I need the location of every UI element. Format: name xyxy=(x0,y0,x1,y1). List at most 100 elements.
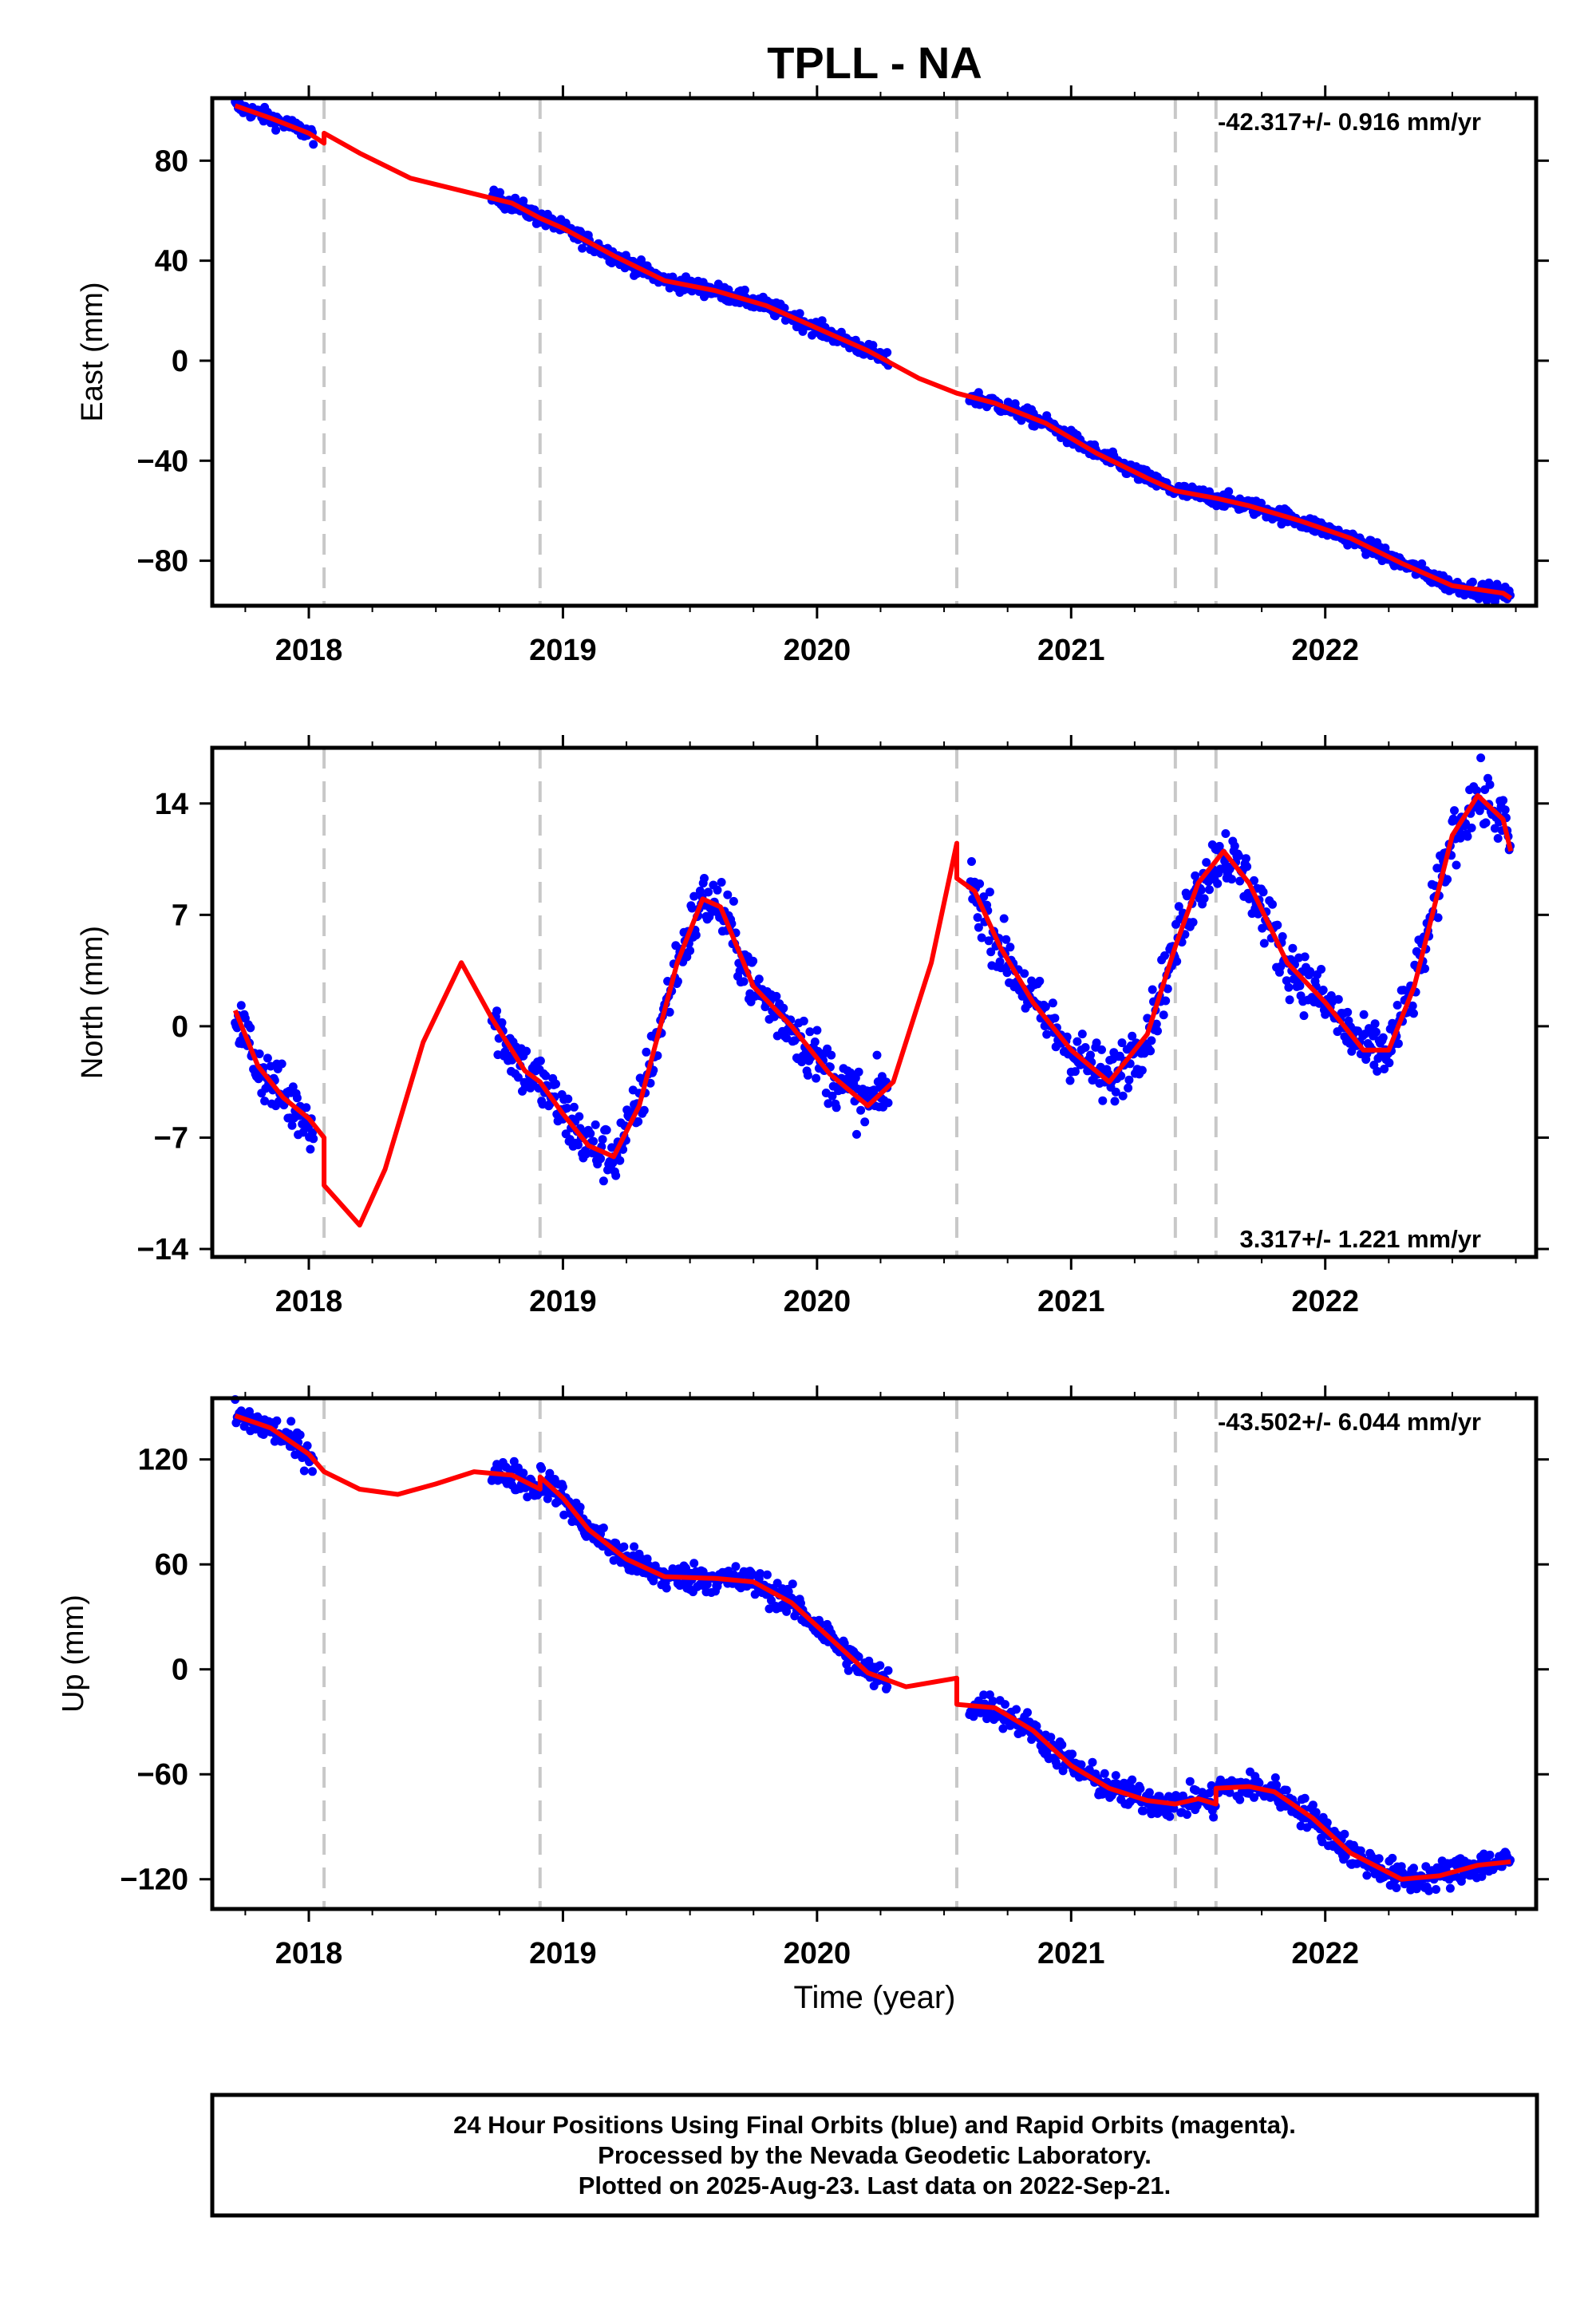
up-rate-label: -43.502+/- 6.044 mm/yr xyxy=(1218,1408,1481,1436)
north-data-point-653 xyxy=(1152,1019,1161,1029)
up-data-point-127 xyxy=(537,1464,547,1473)
north-data-point-437 xyxy=(852,1129,861,1139)
up-data-point-71 xyxy=(302,1441,312,1450)
north-data-point-583 xyxy=(1080,1043,1090,1052)
up-data-point-109 xyxy=(519,1468,528,1478)
north-data-point-56 xyxy=(287,1120,297,1130)
north-data-point-316 xyxy=(729,896,738,906)
north-data-point-88 xyxy=(497,1018,507,1027)
north-data-point-185 xyxy=(596,1154,606,1164)
north-data-point-662 xyxy=(1161,996,1171,1006)
north-data-point-551 xyxy=(1048,998,1057,1008)
north-data-point-758 xyxy=(1258,887,1268,897)
up-data-point-148 xyxy=(558,1482,567,1492)
up-data-point-781 xyxy=(1282,1785,1291,1795)
north-data-point-783 xyxy=(1284,982,1294,992)
east-data-point-86 xyxy=(496,188,504,197)
up-data-point-368 xyxy=(782,1607,792,1616)
up-data-point-872 xyxy=(1374,1854,1384,1863)
north-data-point-735 xyxy=(1235,876,1245,886)
north-data-point-222 xyxy=(634,1117,643,1126)
up-frame xyxy=(210,1396,1539,1911)
up-data-point-640 xyxy=(1139,1806,1148,1816)
up-data-point-429 xyxy=(843,1666,853,1675)
up-ytick-label-2: 0 xyxy=(172,1654,188,1687)
up-model-line xyxy=(234,1413,1511,1882)
north-xtick-label-4: 2022 xyxy=(1291,1285,1359,1318)
figure-title: TPLL - NA xyxy=(767,38,982,88)
up-data-point-821 xyxy=(1322,1818,1332,1828)
east-ytick-label-1: 40 xyxy=(155,245,188,279)
up-data-point-439 xyxy=(854,1652,863,1662)
north-data-point-612 xyxy=(1110,1097,1120,1106)
up-data-point-133 xyxy=(543,1494,552,1504)
north-data-point-781 xyxy=(1282,976,1291,986)
up-data-point-629 xyxy=(1128,1775,1137,1784)
east-xtick-label-1: 2019 xyxy=(529,634,597,667)
north-data-point-483 xyxy=(979,892,989,902)
north-data-point-620 xyxy=(1118,1091,1128,1101)
north-break-lines xyxy=(322,748,1218,1257)
north-data-point-759 xyxy=(1259,939,1269,948)
north-data-point-228 xyxy=(639,1105,649,1115)
north-data-point-204 xyxy=(615,1156,625,1165)
up-data-point-165 xyxy=(575,1503,585,1512)
north-data-point-398 xyxy=(812,1026,822,1035)
north-data-point-488 xyxy=(984,936,994,946)
up-data-point-208 xyxy=(619,1542,629,1551)
north-data-point-178 xyxy=(589,1136,598,1146)
up-data-point-277 xyxy=(689,1559,699,1568)
north-data-point-986 xyxy=(1490,824,1499,833)
north-data-point-291 xyxy=(704,887,713,897)
north-data-point-152 xyxy=(563,1104,571,1113)
up-data-point-100 xyxy=(509,1456,519,1466)
north-data-point-412 xyxy=(827,1050,836,1060)
north-data-point-700 xyxy=(1199,894,1209,903)
north-data-point-647 xyxy=(1146,1046,1156,1056)
north-data-point-619 xyxy=(1117,1038,1127,1048)
north-data-point-310 xyxy=(723,890,733,899)
north-data-point-273 xyxy=(685,946,695,955)
north-data-point-505 xyxy=(1001,935,1011,944)
north-data-point-841 xyxy=(1343,1007,1353,1017)
north-data-point-594 xyxy=(1092,1038,1101,1048)
up-data-point-666 xyxy=(1165,1812,1175,1821)
north-data-point-946 xyxy=(1450,806,1459,816)
north-data-point-749 xyxy=(1250,875,1258,885)
north-data-point-742 xyxy=(1242,862,1252,871)
north-data-point-804 xyxy=(1306,966,1315,976)
north-data-point-131 xyxy=(541,1071,551,1081)
north-data-point-279 xyxy=(691,931,701,940)
north-data-point-599 xyxy=(1097,1045,1106,1054)
up-data-point-646 xyxy=(1144,1788,1154,1797)
north-data-point-675 xyxy=(1174,902,1183,911)
north-data-point-175 xyxy=(586,1128,595,1138)
up-data-point-810 xyxy=(1311,1808,1321,1817)
up-data-point-754 xyxy=(1254,1778,1264,1788)
up-data-point-374 xyxy=(788,1579,797,1589)
up-data-point-770 xyxy=(1270,1773,1280,1782)
up-data-point-467 xyxy=(883,1682,892,1692)
north-data-point-365 xyxy=(779,1003,788,1013)
east-data-point-327 xyxy=(740,285,749,294)
up-data-point-705 xyxy=(1205,1788,1214,1798)
north-data-point-112 xyxy=(522,1046,531,1056)
north-data-point-468 xyxy=(883,1098,893,1108)
north-data-point-275 xyxy=(687,903,697,913)
north-data-point-689 xyxy=(1188,918,1198,927)
north-data-point-477 xyxy=(973,913,982,923)
north-ticks: 2018 2019 2020 2021 2022 14 7 0 −7 −14 xyxy=(137,735,1549,1318)
up-data-point-149 xyxy=(559,1510,569,1520)
north-data-point-24 xyxy=(255,1049,264,1058)
north-data-point-673 xyxy=(1172,957,1182,966)
north-data-point-304 xyxy=(717,878,726,887)
north-data-point-741 xyxy=(1241,854,1250,864)
up-data-point-55 xyxy=(286,1417,296,1426)
up-data-point-942 xyxy=(1445,1883,1455,1893)
north-data-point-817 xyxy=(1318,986,1328,994)
up-ytick-label-3: −60 xyxy=(137,1758,188,1792)
north-data-point-545 xyxy=(1042,1030,1052,1039)
north-data-point-977 xyxy=(1481,818,1491,828)
north-data-point-23 xyxy=(254,1074,263,1084)
